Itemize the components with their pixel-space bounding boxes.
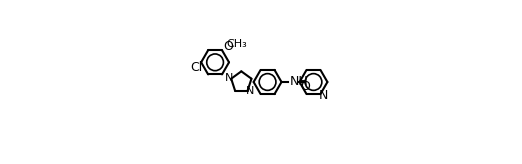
Text: N: N	[246, 86, 254, 96]
Text: NH: NH	[290, 75, 309, 88]
Text: Cl: Cl	[190, 61, 203, 74]
Text: O: O	[223, 41, 233, 53]
Text: O: O	[300, 80, 310, 93]
Text: N: N	[224, 73, 233, 83]
Text: CH₃: CH₃	[227, 39, 247, 49]
Text: N: N	[319, 89, 328, 102]
